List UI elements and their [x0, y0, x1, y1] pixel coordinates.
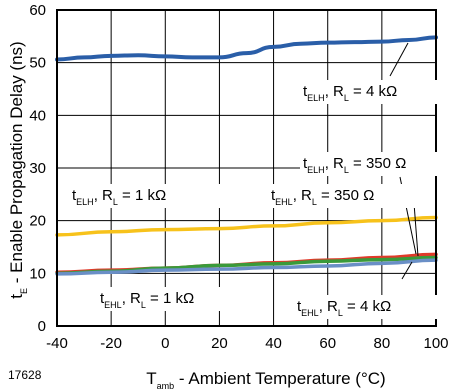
- annotation-bg: [69, 184, 227, 208]
- annotation-leader: [401, 261, 413, 280]
- x-tick-label: 0: [161, 335, 169, 352]
- annotations: tELH, RL = 4 kΩ tELH, RL = 350 Ω tEHL, RL …: [69, 80, 458, 319]
- y-tick-label: 10: [29, 265, 46, 282]
- series-line-2: [55, 215, 438, 237]
- series-line-5: [55, 258, 438, 276]
- x-tick-label: 40: [265, 335, 282, 352]
- annotation-leader: [413, 202, 419, 257]
- y-tick-label: 40: [29, 107, 46, 124]
- x-tick-labels: -40 -20 0 20 40 60 80 100: [46, 335, 448, 352]
- series-lines: [55, 35, 438, 276]
- x-tick-label: -40: [46, 335, 68, 352]
- y-axis-title: tE - Enable Propagation Delay (ns): [7, 41, 29, 298]
- series-line-1: [55, 35, 438, 62]
- annotation-bg: [294, 295, 452, 319]
- annotation-bg: [300, 80, 458, 104]
- annotation-text: tELH, RL = 1 kΩ: [72, 187, 166, 207]
- y-tick-labels: 0 10 20 30 40 50 60: [29, 2, 46, 335]
- x-tick-label: 60: [319, 335, 336, 352]
- x-axis-title: Tamb - Ambient Temperature (°C): [146, 369, 385, 391]
- annotation-label-3: tEHL, RL = 350 Ω: [268, 184, 426, 208]
- y-tick-label: 0: [38, 318, 46, 335]
- annotation-label-1: tELH, RL = 4 kΩ: [300, 80, 458, 104]
- annotation-text: tEHL, RL = 4 kΩ: [297, 298, 391, 318]
- x-tick-label: -20: [100, 335, 122, 352]
- annotation-label-5: tEHL, RL = 1 kΩ: [97, 287, 255, 311]
- y-tick-label: 60: [29, 2, 46, 19]
- annotation-text: tELH, RL = 350 Ω: [303, 155, 406, 175]
- annotation-bg: [268, 184, 426, 208]
- y-tick-label: 20: [29, 213, 46, 230]
- x-tick-label: 80: [374, 335, 391, 352]
- annotation-label-2: tELH, RL = 350 Ω: [300, 152, 458, 176]
- annotation-leader: [389, 42, 409, 77]
- annotation-label-6: tEHL, RL = 4 kΩ: [294, 295, 452, 319]
- annotation-label-4: tELH, RL = 1 kΩ: [69, 184, 227, 208]
- y-tick-label: 50: [29, 55, 46, 72]
- y-tick-label: 30: [29, 160, 46, 177]
- annotation-bg: [300, 152, 458, 176]
- figure-id: 17628: [8, 368, 42, 382]
- annotation-text: tEHL, RL = 1 kΩ: [100, 290, 194, 310]
- annotation-text: tEHL, RL = 350 Ω: [271, 187, 374, 207]
- annotation-text: tELH, RL = 4 kΩ: [303, 83, 397, 103]
- x-tick-label: 100: [423, 335, 448, 352]
- annotation-bg: [97, 287, 255, 311]
- x-tick-label: 20: [211, 335, 228, 352]
